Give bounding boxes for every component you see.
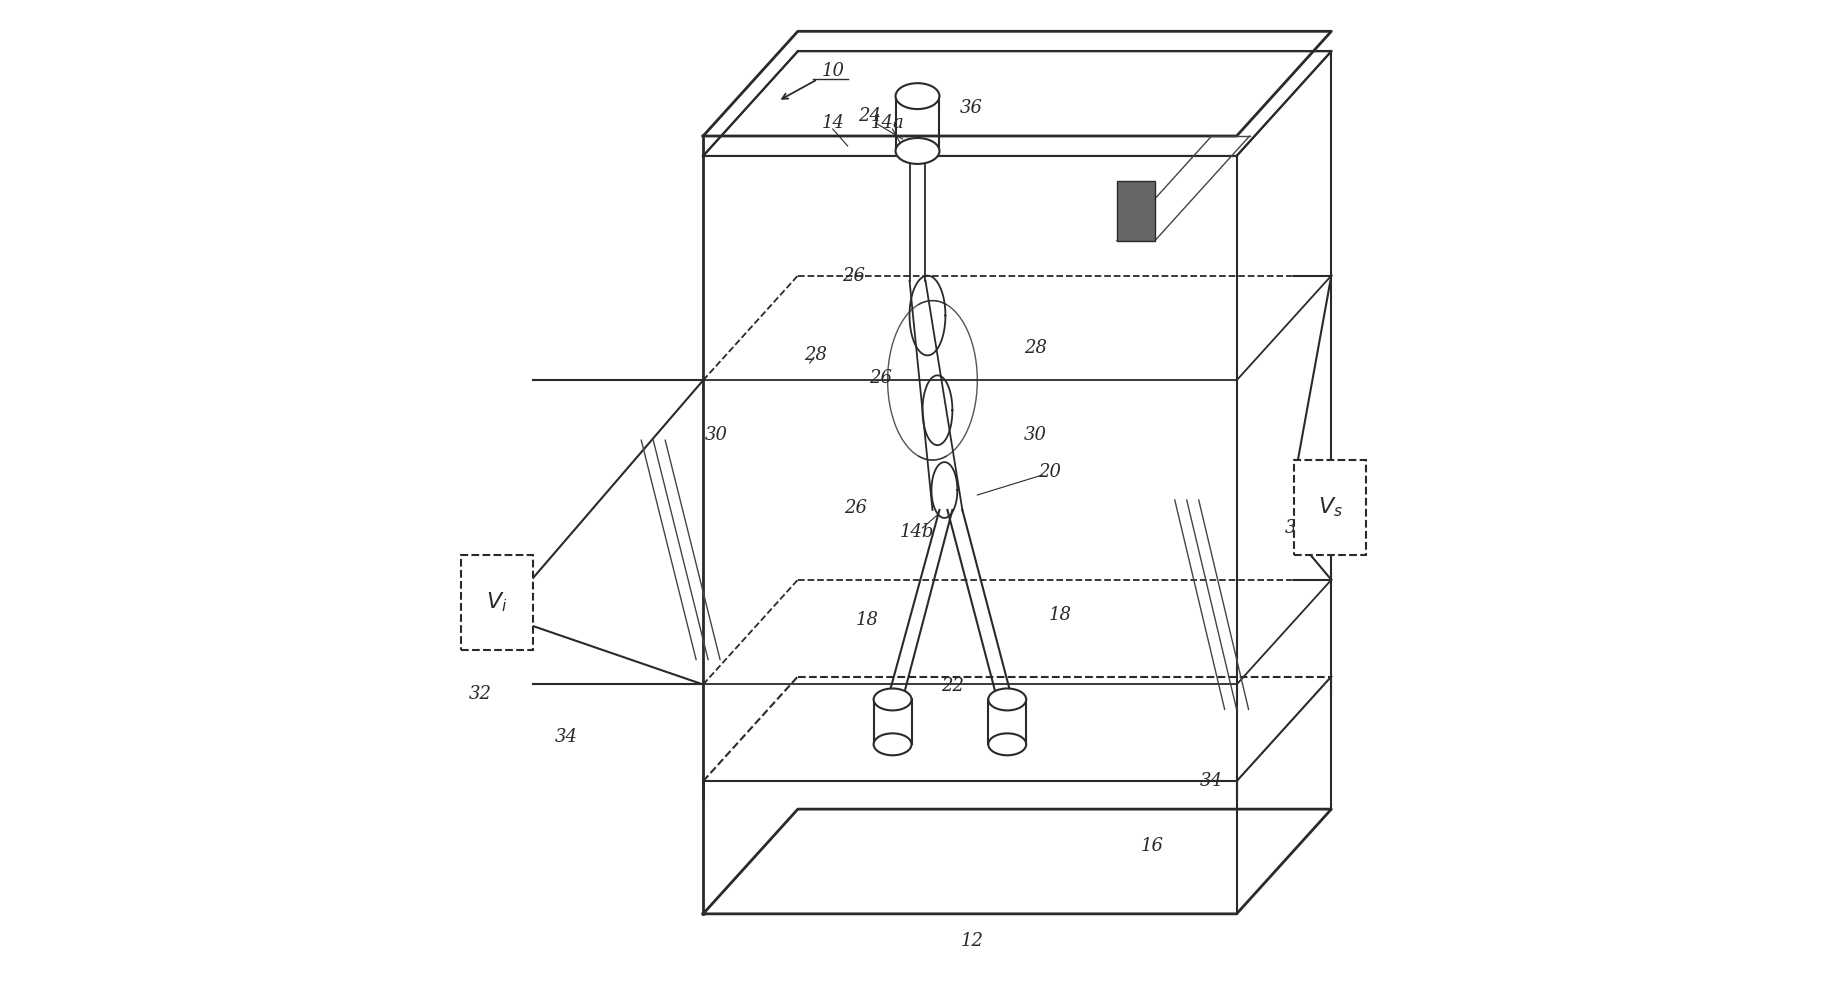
Text: 14a: 14a [872,114,905,132]
Ellipse shape [989,688,1026,710]
Text: 16: 16 [1140,837,1163,855]
Text: 32: 32 [470,685,492,703]
Text: 10: 10 [822,62,844,80]
Ellipse shape [873,688,912,710]
Ellipse shape [989,733,1026,755]
Text: 32: 32 [1284,519,1308,537]
Text: $V_i$: $V_i$ [486,590,508,614]
Text: 28: 28 [804,346,828,364]
Text: 14: 14 [822,114,844,132]
Text: 20: 20 [1037,463,1061,481]
Text: 30: 30 [705,426,727,444]
Ellipse shape [895,138,940,164]
Text: 14b: 14b [899,523,934,541]
Bar [461,555,532,650]
Text: 30: 30 [1024,426,1046,444]
Text: 36: 36 [960,99,984,117]
Ellipse shape [895,83,940,109]
Text: 34: 34 [554,728,578,746]
Text: 26: 26 [844,499,868,517]
Text: 18: 18 [1048,606,1072,624]
Bar [1118,181,1154,241]
Text: 24: 24 [859,107,881,125]
Ellipse shape [873,733,912,755]
Text: 34: 34 [1200,772,1224,790]
Text: $V_s$: $V_s$ [1318,496,1343,519]
Text: 28: 28 [1024,339,1046,357]
Text: 26: 26 [870,369,892,387]
Text: 18: 18 [857,611,879,629]
Text: 22: 22 [941,677,963,695]
Text: 26: 26 [842,267,864,285]
Bar [1294,460,1367,555]
Text: 12: 12 [962,932,984,950]
